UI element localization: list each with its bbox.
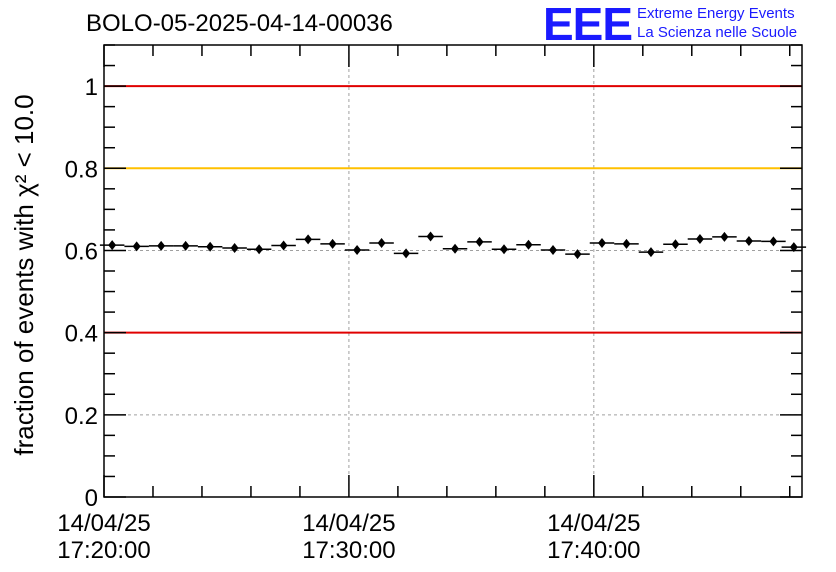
- data-point: [712, 231, 737, 242]
- data-point: [246, 244, 272, 255]
- data-point: [491, 244, 517, 255]
- data-marker: [157, 240, 166, 251]
- data-marker: [695, 233, 704, 244]
- data-marker: [181, 240, 190, 251]
- data-point: [442, 243, 468, 254]
- data-marker: [304, 234, 313, 245]
- plot-frame: [103, 44, 803, 498]
- data-marker: [255, 244, 264, 255]
- data-marker: [353, 245, 362, 256]
- grid-layer: [103, 45, 802, 497]
- data-point: [761, 236, 786, 247]
- chart-title: BOLO-05-2025-04-14-00036: [86, 10, 393, 37]
- data-marker: [549, 245, 558, 256]
- y-axis-label: fraction of events with χ² < 10.0: [9, 94, 39, 455]
- data-point: [589, 238, 615, 249]
- data-marker: [769, 236, 778, 247]
- data-point: [369, 238, 394, 249]
- x-tick-date: 14/04/25: [57, 510, 150, 537]
- reference-lines: [104, 85, 802, 334]
- y-tick-label: 1: [85, 74, 98, 101]
- data-marker: [206, 241, 215, 252]
- data-marker: [328, 238, 337, 249]
- data-point: [197, 241, 223, 252]
- data-point: [663, 239, 688, 250]
- data-marker: [230, 242, 239, 253]
- data-point: [271, 240, 296, 251]
- data-marker: [671, 239, 680, 250]
- data-point: [418, 231, 443, 242]
- data-marker: [402, 248, 411, 259]
- data-marker: [475, 236, 484, 247]
- data-point: [295, 234, 321, 245]
- data-point: [467, 236, 492, 247]
- data-marker: [451, 243, 460, 254]
- data-marker: [108, 240, 117, 251]
- axis-labels: 00.20.40.60.8114/04/2517:20:0014/04/2517…: [57, 74, 640, 564]
- data-point: [148, 240, 174, 251]
- data-point: [565, 249, 590, 260]
- data-marker: [279, 240, 288, 251]
- logo-line-2: La Scienza nelle Scuole: [637, 24, 798, 41]
- data-marker: [646, 247, 655, 258]
- y-tick-label: 0.6: [65, 238, 98, 265]
- y-tick-label: 0.8: [65, 156, 98, 183]
- data-marker: [426, 231, 435, 242]
- data-point: [173, 240, 198, 251]
- x-tick-time: 17:30:00: [302, 537, 395, 564]
- data-point: [320, 238, 345, 249]
- x-tick-time: 17:40:00: [547, 537, 640, 564]
- data-point: [516, 239, 541, 250]
- data-point: [344, 245, 370, 256]
- data-marker: [524, 239, 533, 250]
- data-point: [540, 245, 566, 256]
- y-tick-label: 0: [85, 485, 98, 512]
- logo-line-1: Extreme Energy Events: [637, 5, 795, 22]
- data-point: [687, 233, 713, 244]
- data-point: [124, 241, 149, 252]
- x-tick-date: 14/04/25: [547, 510, 640, 537]
- data-marker: [573, 249, 582, 260]
- data-point: [736, 236, 762, 247]
- y-tick-label: 0.4: [65, 321, 98, 348]
- data-marker: [500, 244, 509, 255]
- data-marker: [622, 238, 631, 249]
- data-marker: [744, 236, 753, 247]
- data-marker: [597, 238, 606, 249]
- data-marker: [720, 231, 729, 242]
- y-tick-label: 0.2: [65, 403, 98, 430]
- axis-ticks: [103, 44, 802, 498]
- data-marker: [789, 242, 798, 253]
- x-tick-time: 17:20:00: [57, 537, 150, 564]
- data-point: [222, 242, 247, 253]
- data-marker: [132, 241, 141, 252]
- data-points: [99, 231, 807, 260]
- x-tick-date: 14/04/25: [302, 510, 395, 537]
- data-point: [393, 248, 419, 259]
- data-marker: [377, 238, 386, 249]
- eee-logo: EEE: [543, 0, 633, 50]
- data-point: [614, 238, 639, 249]
- logo-caption: Extreme Energy Events La Scienza nelle S…: [637, 4, 797, 42]
- data-point: [638, 247, 664, 258]
